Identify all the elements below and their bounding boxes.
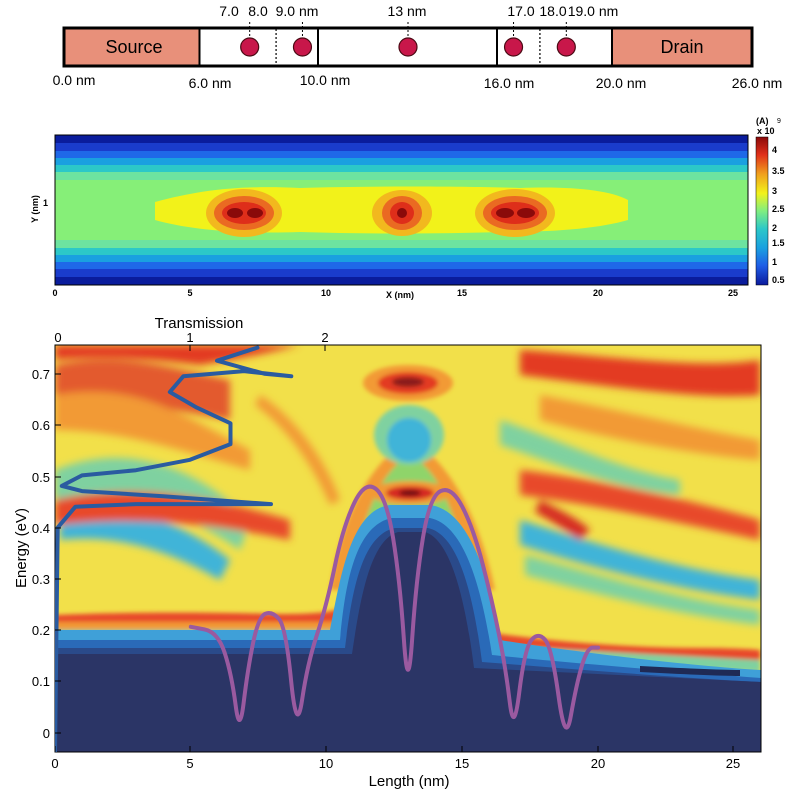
colorbar-tick-2: 2 <box>772 223 777 233</box>
x-tick-20: 20 <box>591 756 605 771</box>
mid-x-tick-20: 20 <box>593 288 603 298</box>
transmission-curve <box>55 345 294 752</box>
dopant-atom <box>556 37 576 57</box>
y-tick-0.3: 0.3 <box>32 572 50 587</box>
y-tick-0.2: 0.2 <box>32 623 50 638</box>
y-tick-0: 0 <box>43 726 50 741</box>
dopant-label-19: 19.0 nm <box>568 3 619 19</box>
colorbar-tick-4: 4 <box>772 145 777 155</box>
dopant-label-17: 17.0 <box>507 3 534 19</box>
x-tick-25: 25 <box>726 756 740 771</box>
y-tick-0.1: 0.1 <box>32 674 50 689</box>
dopant-atom <box>292 37 313 57</box>
mid-y-label: Y (nm) <box>30 195 40 223</box>
position-label-20: 20.0 nm <box>596 75 647 91</box>
position-label-0: 0.0 nm <box>53 72 96 88</box>
mid-x-tick-15: 15 <box>457 288 467 298</box>
x-tick-5: 5 <box>186 756 193 771</box>
dopant-label-13: 13 nm <box>388 3 427 19</box>
colorbar-tick-1.5: 1.5 <box>772 238 785 248</box>
current-density-map: 0 5 10 15 20 25 X (nm) 1 Y (nm) (A) x 10… <box>30 116 785 300</box>
ldos-x-axis: 0 5 10 15 20 25 Length (nm) <box>51 746 740 790</box>
x-tick-10: 10 <box>319 756 333 771</box>
drain-region <box>612 29 751 65</box>
colorbar-unit: (A) <box>756 116 769 126</box>
mid-x-tick-0: 0 <box>52 288 57 298</box>
mid-x-tick-10: 10 <box>321 288 331 298</box>
dopant-label-8: 8.0 <box>248 3 268 19</box>
top-tick-2: 2 <box>321 330 328 345</box>
position-label-6: 6.0 nm <box>189 75 232 91</box>
dopant-atom <box>503 37 524 57</box>
device-schematic: Source Drain 7.0 8.0 9.0 nm 13 nm 17.0 1… <box>53 3 783 91</box>
dopant-label-9: 9.0 nm <box>276 3 319 19</box>
position-label-26: 26.0 nm <box>732 75 783 91</box>
mid-x-tick-5: 5 <box>187 288 192 298</box>
mid-x-label: X (nm) <box>386 290 414 300</box>
mid-y-tick-1: 1 <box>43 198 48 208</box>
colorbar-exponent: 9 <box>777 118 781 125</box>
x-tick-15: 15 <box>455 756 469 771</box>
ldos-y-axis: 0 0.1 0.2 0.3 0.4 0.5 0.6 0.7 Energy (eV… <box>13 367 61 741</box>
x-tick-0: 0 <box>51 756 58 771</box>
drain-label: Drain <box>660 37 703 57</box>
potential-profile-curve <box>188 484 601 730</box>
ldos-map: 0 0.1 0.2 0.3 0.4 0.5 0.6 0.7 Energy (eV… <box>13 315 762 790</box>
dopant-label-7: 7.0 <box>219 3 239 19</box>
mid-x-tick-25: 25 <box>728 288 738 298</box>
position-label-10: 10.0 nm <box>300 72 351 88</box>
x-axis-label: Length (nm) <box>369 773 450 790</box>
y-tick-0.4: 0.4 <box>32 521 50 536</box>
colorbar-tick-1: 1 <box>772 257 777 267</box>
colorbar-multiplier: x 10 <box>757 126 775 136</box>
top-tick-0: 0 <box>54 330 61 345</box>
colorbar-tick-3: 3 <box>772 186 777 196</box>
colorbar-tick-3.5: 3.5 <box>772 166 785 176</box>
y-tick-0.5: 0.5 <box>32 470 50 485</box>
transmission-top-axis: 0 1 2 Transmission <box>54 315 329 351</box>
y-tick-0.6: 0.6 <box>32 418 50 433</box>
position-label-16: 16.0 nm <box>484 75 535 91</box>
y-axis-label: Energy (eV) <box>13 508 30 588</box>
transmission-label: Transmission <box>155 315 244 332</box>
y-tick-0.7: 0.7 <box>32 367 50 382</box>
colorbar-tick-0.5: 0.5 <box>772 275 785 285</box>
colorbar-tick-2.5: 2.5 <box>772 204 785 214</box>
dopant-label-18: 18.0 <box>539 3 566 19</box>
source-label: Source <box>105 37 162 57</box>
dopant-atom <box>240 37 260 57</box>
source-region <box>65 29 200 65</box>
dopant-atom <box>398 37 418 57</box>
colorbar: (A) x 10 9 4 3.5 3 2.5 2 1.5 1 0.5 <box>755 116 785 286</box>
top-tick-1: 1 <box>186 330 193 345</box>
